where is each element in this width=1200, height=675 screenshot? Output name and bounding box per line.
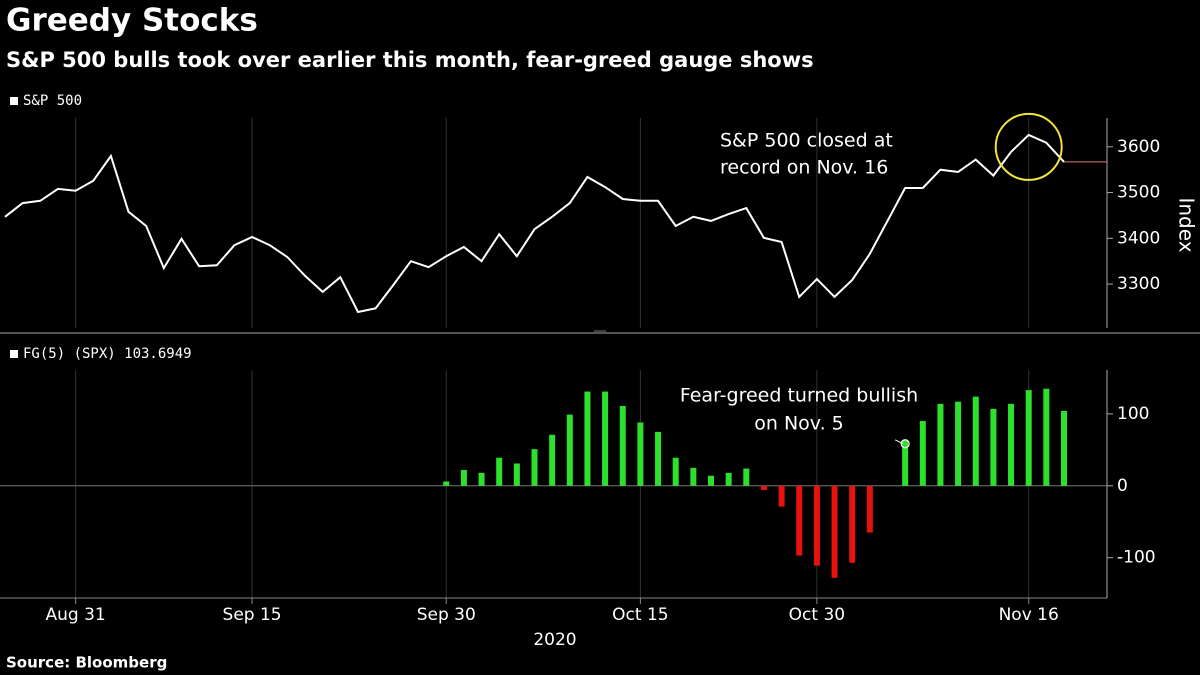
bar bbox=[690, 467, 697, 486]
bar bbox=[443, 481, 450, 486]
bar bbox=[955, 401, 962, 486]
annotation-pointer bbox=[894, 439, 904, 445]
bar bbox=[919, 421, 926, 486]
bar bbox=[584, 391, 591, 486]
bar bbox=[902, 439, 909, 486]
chart-title: Greedy Stocks bbox=[6, 3, 258, 39]
legend-label: S&P 500 bbox=[23, 93, 82, 109]
bar bbox=[549, 434, 556, 486]
x-tick-label: Nov 16 bbox=[999, 605, 1059, 625]
bar bbox=[990, 408, 997, 486]
bar bbox=[637, 422, 644, 486]
bar bbox=[1043, 388, 1050, 486]
bar bbox=[602, 391, 609, 486]
bar bbox=[708, 475, 714, 486]
x-tick-label: Aug 31 bbox=[45, 605, 105, 625]
y-tick-label: 3600 bbox=[1117, 137, 1160, 157]
y-tick-label: 100 bbox=[1117, 404, 1149, 424]
y-tick-label: 3300 bbox=[1117, 274, 1160, 294]
bar bbox=[1061, 410, 1067, 486]
bar bbox=[760, 485, 767, 491]
x-tick-label: Sep 30 bbox=[417, 605, 476, 625]
bar bbox=[743, 468, 750, 486]
x-tick-label: Sep 15 bbox=[223, 605, 282, 625]
bar bbox=[619, 405, 626, 486]
bar bbox=[813, 485, 820, 566]
annotation-marker bbox=[900, 439, 910, 449]
bar bbox=[972, 396, 979, 486]
bar bbox=[513, 463, 520, 486]
x-tick-label: Oct 30 bbox=[789, 605, 845, 625]
bar bbox=[531, 449, 538, 486]
bar bbox=[866, 485, 873, 533]
x-axis-label: 2020 bbox=[533, 630, 576, 650]
y-tick-label: -100 bbox=[1117, 548, 1156, 568]
bar bbox=[725, 472, 732, 486]
source: Source: Bloomberg bbox=[6, 654, 167, 672]
bar bbox=[796, 485, 803, 556]
bar bbox=[937, 403, 944, 486]
annotation: S&P 500 closed at bbox=[720, 130, 893, 152]
record-highlight bbox=[994, 112, 1063, 181]
y-tick-label: 0 bbox=[1117, 476, 1128, 496]
bar bbox=[1008, 403, 1015, 486]
bar bbox=[496, 457, 503, 486]
annotation: on Nov. 5 bbox=[754, 413, 843, 435]
line-series bbox=[4, 133, 1065, 314]
y-axis-label: Index bbox=[1175, 197, 1199, 252]
bar bbox=[849, 485, 856, 563]
bar bbox=[778, 485, 785, 507]
bar bbox=[566, 414, 573, 486]
annotation: Fear-greed turned bullish bbox=[680, 385, 918, 407]
bar bbox=[672, 457, 679, 486]
legend-swatch bbox=[10, 97, 18, 105]
bar bbox=[655, 431, 662, 486]
y-tick-label: 3500 bbox=[1117, 183, 1160, 203]
bar bbox=[831, 485, 838, 578]
bar bbox=[460, 469, 467, 486]
legend-swatch bbox=[10, 350, 18, 358]
bar bbox=[1025, 390, 1032, 486]
bar bbox=[478, 472, 485, 486]
annotation: record on Nov. 16 bbox=[720, 157, 888, 179]
chart-subtitle: S&P 500 bulls took over earlier this mon… bbox=[6, 48, 814, 72]
x-tick-label: Oct 15 bbox=[612, 605, 668, 625]
y-tick-label: 3400 bbox=[1117, 228, 1160, 248]
legend-label: FG(5) (SPX) 103.6949 bbox=[23, 346, 192, 362]
